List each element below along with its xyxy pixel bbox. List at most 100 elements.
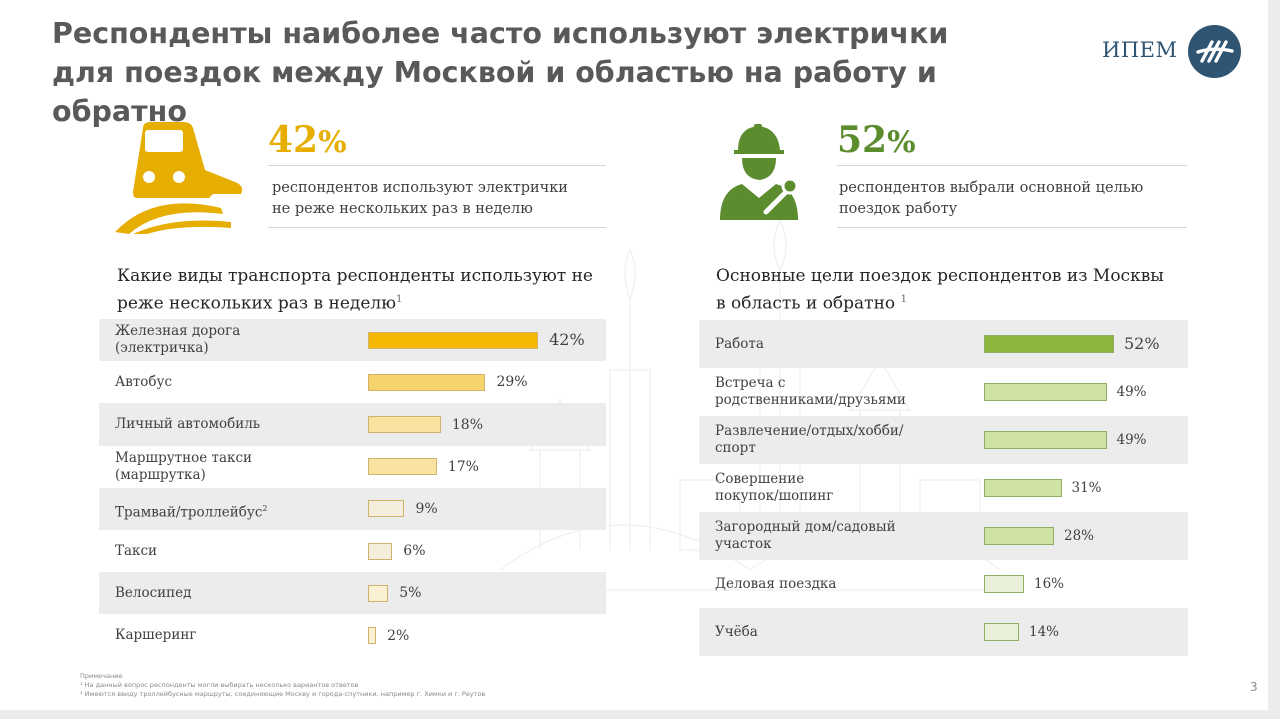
bar: [368, 331, 539, 349]
kpi-description-line: не реже нескольких раз в неделю: [272, 201, 533, 217]
bar-value-label: 14%: [1029, 624, 1060, 640]
chart-row: [99, 530, 606, 572]
chart-row: [99, 361, 606, 403]
chart-row: [99, 487, 606, 530]
kpi-divider: [837, 227, 1187, 228]
logo-text: ИПЕМ: [1102, 38, 1178, 62]
bar: [368, 542, 393, 560]
bar: [984, 479, 1062, 497]
kpi-divider: [268, 165, 606, 166]
chart-title-line: в область и обратно 1: [716, 288, 1164, 316]
chart-row: [699, 608, 1188, 656]
category-label-line: участок: [715, 536, 772, 552]
chart-row: [99, 572, 606, 615]
category-label-line: Железная дорога: [115, 323, 241, 340]
train-icon: [115, 122, 243, 234]
category-label-line: Учёба: [715, 623, 758, 640]
bar: [984, 335, 1114, 353]
category-label: Велосипед: [115, 585, 191, 602]
kpi-description-line: респондентов используют электрички: [272, 180, 568, 196]
chart-title-transport: Какие виды транспорта респонденты исполь…: [117, 265, 593, 316]
category-label-line: Трамвай/троллейбус2: [115, 504, 268, 521]
category-label: Совершение покупок/шопинг: [715, 471, 833, 505]
bar-value-label: 17%: [447, 458, 479, 475]
bar-value-label: 49%: [1116, 432, 1147, 448]
category-label-line: Велосипед: [115, 584, 192, 601]
category-label: Каршеринг: [115, 627, 196, 644]
ipem-logo-icon: [1188, 25, 1241, 78]
bar: [984, 431, 1107, 449]
category-label: Трамвай/троллейбус2: [115, 500, 268, 522]
chart-title-text: реже нескольких раз в неделю: [117, 293, 397, 314]
category-label-line: Личный автомобиль: [115, 416, 261, 432]
category-label: Железная дорога (электричка): [115, 323, 240, 357]
bar-value-label: 52%: [1124, 334, 1160, 353]
chart-row: [699, 416, 1188, 464]
bar-value-label: 5%: [399, 585, 422, 602]
category-label-line: Работа: [715, 335, 764, 352]
category-label-line: родственниками/друзьями: [715, 392, 906, 408]
bar-value-label: 2%: [387, 627, 410, 644]
chart-title-line: Основные цели поездок респондентов из Мо…: [716, 266, 1164, 286]
chart-title-line: Какие виды транспорта респонденты исполь…: [117, 266, 593, 286]
bar-value-label: 6%: [403, 543, 426, 560]
category-label: Автобус: [115, 374, 172, 391]
bar: [368, 500, 405, 518]
category-label: Маршрутное такси (маршрутка): [115, 450, 252, 484]
bar-value-label: 18%: [451, 416, 484, 433]
category-label: Деловая поездка: [715, 576, 836, 593]
category-label-line: Такси: [115, 542, 158, 559]
bar: [984, 527, 1054, 545]
bar: [368, 416, 441, 433]
category-label-line: Автобус: [115, 373, 173, 390]
category-label: Встреча с родственниками/друзьями: [715, 375, 906, 409]
category-label: Учёба: [715, 624, 758, 641]
category-label-line: Развлечение/отдых/хобби/: [715, 423, 904, 439]
footnote-2: ² Имеются ввиду троллейбусные маршруты, …: [80, 690, 486, 698]
kpi-divider: [837, 165, 1187, 166]
category-label: Развлечение/отдых/хобби/спорт: [715, 423, 903, 457]
footnote-1: ¹ На данный вопрос респонденты могли выб…: [80, 681, 359, 689]
category-label-line: спорт: [715, 440, 756, 456]
chart-title-footnote: 1: [900, 294, 907, 305]
kpi-number: 52: [837, 119, 888, 161]
category-label-line: покупок/шопинг: [715, 488, 834, 504]
bar-value-label: 16%: [1034, 576, 1065, 592]
page-title: Респонденты наиболее часто используют эл…: [52, 17, 949, 128]
bar: [984, 383, 1107, 401]
kpi-description: респондентов выбрали основной целью поез…: [839, 178, 1143, 220]
kpi-value: 42%: [268, 120, 347, 163]
category-label-line: Встреча с: [715, 375, 786, 391]
chart-row: [99, 403, 606, 446]
slide: Респонденты наиболее часто используют эл…: [0, 0, 1268, 710]
bar: [368, 458, 437, 476]
category-label-line: Совершение: [715, 471, 805, 487]
bar: [368, 584, 389, 602]
category-label: Такси: [115, 543, 157, 560]
kpi-divider: [268, 227, 606, 228]
bar: [984, 575, 1024, 593]
category-footnote: 2: [262, 504, 268, 514]
bar: [368, 627, 377, 644]
kpi-unit: %: [887, 125, 916, 160]
bar-value-label: 29%: [496, 374, 528, 391]
category-label-line: (маршрутка): [115, 466, 206, 483]
chart-row: [699, 320, 1188, 368]
bar: [368, 373, 486, 391]
kpi-description: респондентов используют электрички не ре…: [272, 178, 568, 220]
kpi-number: 42: [268, 119, 319, 161]
chart-title-text: в область и обратно: [716, 293, 896, 314]
category-label-line: Маршрутное такси: [115, 449, 253, 466]
category-label: Работа: [715, 336, 764, 353]
bar-value-label: 31%: [1071, 480, 1102, 496]
chart-title-footnote: 1: [396, 294, 403, 305]
category-label-line: Каршеринг: [115, 627, 197, 643]
chart-row: [699, 512, 1188, 560]
chart-title-line: реже нескольких раз в неделю1: [117, 288, 593, 316]
kpi-unit: %: [318, 125, 347, 160]
category-label-line: Загородный дом/садовый: [715, 519, 896, 535]
kpi-description-line: респондентов выбрали основной целью: [839, 180, 1144, 196]
bar-value-label: 49%: [1116, 384, 1147, 400]
worker-icon: [720, 124, 799, 220]
footnote-heading: Примечание: [80, 672, 123, 680]
